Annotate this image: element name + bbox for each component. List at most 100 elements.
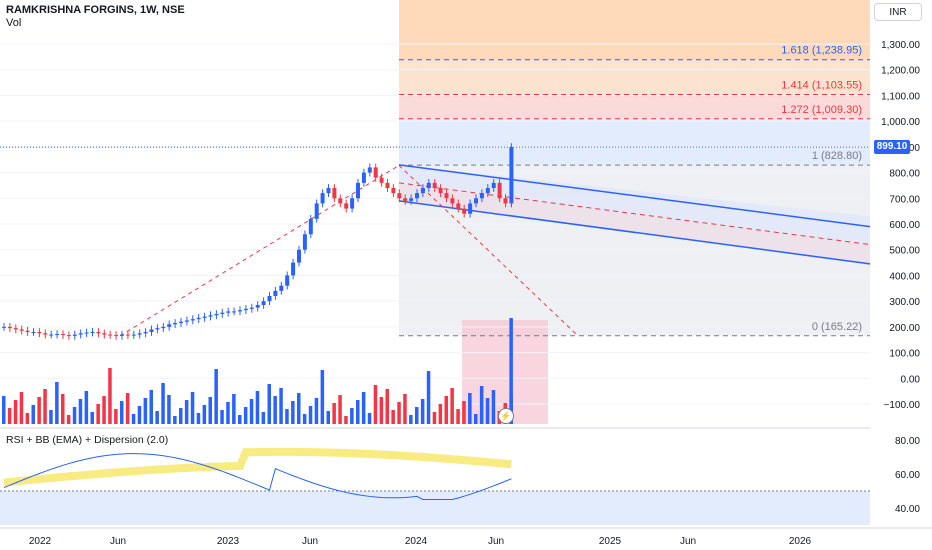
volume-bar bbox=[438, 404, 443, 424]
volume-bar bbox=[202, 405, 207, 424]
price-tick-label: 1,000.00 bbox=[881, 117, 920, 128]
time-tick-label: 2024 bbox=[405, 536, 428, 547]
volume-bar bbox=[208, 397, 212, 424]
candle-body bbox=[426, 182, 431, 188]
candle-body bbox=[468, 203, 473, 214]
candle-body bbox=[279, 285, 284, 291]
volume-bar bbox=[43, 389, 47, 424]
volume-bar bbox=[420, 399, 425, 424]
volume-bar bbox=[184, 400, 189, 424]
volume-bar bbox=[96, 404, 100, 424]
volume-bar bbox=[161, 383, 165, 424]
volume-bar-last bbox=[509, 318, 513, 424]
volume-bar bbox=[456, 409, 460, 424]
candle-body bbox=[320, 193, 325, 204]
candle-body bbox=[485, 188, 490, 194]
candle-body bbox=[114, 335, 119, 337]
candle-body bbox=[497, 182, 502, 199]
candle-body bbox=[255, 305, 260, 308]
time-axis: 2022 Jun 2023 Jun 2024 Jun 2025 Jun 2026 bbox=[0, 527, 932, 550]
candle-body bbox=[19, 329, 24, 331]
rsi-line bbox=[3, 453, 512, 500]
candle-body bbox=[261, 301, 266, 305]
price-channel bbox=[119, 164, 871, 337]
candle-body bbox=[179, 321, 183, 323]
candle-body bbox=[302, 234, 307, 250]
volume-bar bbox=[485, 398, 490, 424]
volume-bar bbox=[361, 392, 366, 424]
candle-body bbox=[238, 310, 242, 312]
lightning-alert-icon[interactable]: ⚡ bbox=[498, 408, 514, 424]
volume-bar bbox=[350, 408, 354, 424]
price-tick-label: 300.00 bbox=[889, 297, 920, 308]
channel-fill bbox=[399, 164, 870, 266]
candle-body bbox=[149, 329, 154, 332]
channel-mid-line bbox=[398, 182, 871, 246]
symbol-title: RAMKRISHNA FORGINS, 1W, NSE bbox=[6, 4, 185, 16]
fib-level-label: 1.618 (1,238.95) bbox=[781, 45, 862, 57]
price-tick-label: 600.00 bbox=[889, 220, 920, 231]
candle-body bbox=[273, 290, 278, 296]
candle-body bbox=[161, 326, 166, 329]
candle-body bbox=[90, 332, 95, 333]
candle-body bbox=[314, 203, 319, 219]
volume-bar bbox=[37, 397, 41, 424]
candle-body bbox=[361, 172, 366, 183]
candle-body bbox=[55, 334, 60, 336]
candle-body bbox=[291, 262, 296, 276]
time-tick-label: Jun bbox=[302, 536, 318, 547]
candle-body bbox=[356, 182, 360, 199]
candle-body bbox=[125, 334, 130, 336]
currency-button[interactable]: INR bbox=[874, 3, 922, 21]
channel-upper-line bbox=[398, 164, 871, 228]
volume-bar bbox=[125, 393, 130, 424]
volume-bar bbox=[108, 368, 112, 424]
volume-bar bbox=[391, 410, 395, 424]
volume-bar bbox=[190, 392, 195, 424]
volume-bar bbox=[279, 388, 283, 424]
volume-bar bbox=[232, 394, 236, 424]
fib-level-label: 1.272 (1,009.30) bbox=[781, 104, 862, 116]
candle-body bbox=[31, 332, 36, 333]
volume-bar bbox=[273, 396, 277, 424]
price-tick-label: 1,300.00 bbox=[881, 40, 920, 51]
candle-body bbox=[43, 333, 48, 335]
volume-bar bbox=[338, 395, 342, 424]
volume-bar bbox=[90, 412, 94, 424]
volume-bar bbox=[214, 369, 218, 424]
rsi-pane bbox=[0, 447, 870, 525]
candle-body bbox=[456, 203, 461, 209]
volume-histogram bbox=[2, 318, 513, 424]
rsi-tick-label: 40.00 bbox=[895, 504, 920, 515]
volume-bar bbox=[143, 398, 148, 424]
price-axis: 1,300.001,200.001,100.001,000.00900.0080… bbox=[870, 0, 932, 550]
rsi-tick-label: 60.00 bbox=[895, 470, 920, 481]
candle-body bbox=[155, 328, 160, 330]
candle-body bbox=[503, 198, 508, 204]
candle-body bbox=[143, 332, 148, 334]
volume-bar bbox=[137, 406, 142, 424]
volume-bar bbox=[444, 396, 448, 424]
channel-lower-fill bbox=[399, 182, 870, 266]
candle-body bbox=[84, 332, 89, 334]
candle-body bbox=[350, 198, 355, 209]
candle-body bbox=[444, 193, 449, 199]
candle-body bbox=[462, 208, 467, 214]
volume-bar bbox=[179, 408, 183, 424]
candle-body bbox=[66, 335, 71, 337]
volume-bar bbox=[238, 415, 242, 424]
time-tick-label: Jun bbox=[110, 536, 126, 547]
candle-body bbox=[409, 198, 414, 201]
candle-body bbox=[420, 188, 425, 194]
candle-body bbox=[108, 334, 113, 336]
volume-bar bbox=[409, 415, 413, 424]
volume-bar bbox=[149, 390, 153, 424]
volume-bar bbox=[415, 407, 419, 424]
volume-bar bbox=[261, 412, 266, 424]
candle-body bbox=[432, 182, 437, 188]
volume-bar bbox=[373, 385, 378, 424]
volume-bar bbox=[344, 416, 348, 424]
time-tick-label: Jun bbox=[680, 536, 696, 547]
price-axis-bg bbox=[870, 0, 932, 550]
